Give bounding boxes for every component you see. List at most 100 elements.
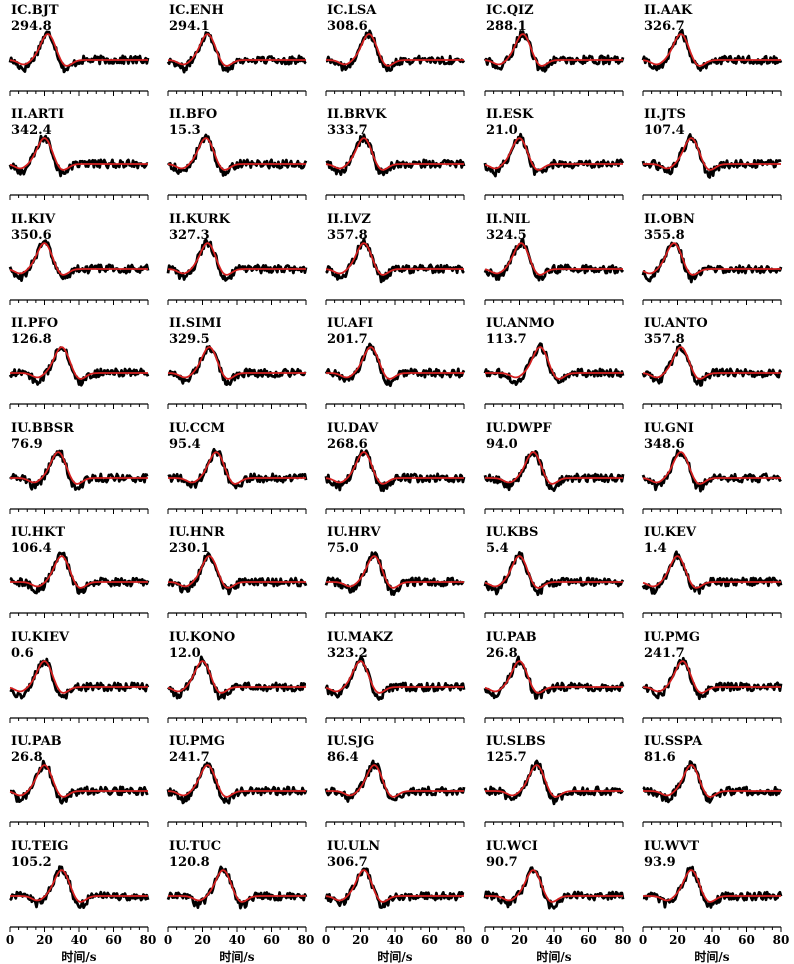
observed-trace [167, 552, 308, 596]
x-tick-label: 40 [229, 933, 246, 947]
observed-trace [325, 133, 466, 177]
observed-trace [166, 133, 308, 177]
synthetic-trace [9, 764, 148, 798]
station-label: II.AAK [644, 3, 693, 18]
azimuth-label: 105.2 [11, 855, 52, 870]
station-label: II.ARTI [11, 107, 64, 122]
azimuth-label: 120.8 [169, 855, 210, 870]
azimuth-label: 75.0 [327, 541, 359, 556]
synthetic-trace [485, 346, 623, 380]
station-label: IU.SJG [327, 734, 374, 749]
synthetic-trace [484, 555, 623, 589]
synthetic-trace [167, 33, 306, 67]
synthetic-trace [325, 242, 464, 276]
observed-trace [483, 342, 625, 387]
station-label: IU.WVT [644, 839, 699, 854]
station-label: IU.KONO [169, 630, 235, 645]
station-label: IU.ANTO [644, 316, 708, 331]
synthetic-trace [485, 451, 623, 485]
x-tick-label: 20 [352, 933, 369, 947]
synthetic-trace [168, 869, 306, 903]
observed-trace [325, 29, 466, 73]
synthetic-trace [325, 137, 464, 171]
observed-trace [9, 759, 149, 805]
azimuth-label: 327.3 [169, 228, 210, 243]
synthetic-trace [9, 242, 148, 276]
azimuth-label: 268.6 [327, 437, 368, 452]
station-label: IU.MAKZ [327, 630, 394, 645]
x-axis-label: 时间/s [219, 949, 254, 964]
observed-trace [325, 237, 465, 284]
azimuth-label: 5.4 [486, 541, 509, 556]
observed-trace [641, 343, 783, 387]
x-tick-label: 80 [615, 933, 632, 947]
synthetic-trace [643, 764, 781, 798]
synthetic-trace [325, 451, 464, 485]
synthetic-trace [485, 869, 623, 903]
azimuth-label: 294.1 [169, 19, 210, 34]
synthetic-trace [167, 137, 306, 171]
station-label: IU.PMG [169, 734, 225, 749]
observed-trace [324, 342, 466, 388]
x-tick-label: 60 [263, 933, 280, 947]
observed-trace [641, 449, 782, 493]
station-label: II.KURK [169, 212, 231, 227]
observed-trace [166, 31, 307, 74]
station-label: II.ESK [486, 107, 534, 122]
synthetic-trace [325, 660, 464, 694]
azimuth-label: 323.2 [327, 646, 368, 661]
station-label: II.BRVK [327, 107, 387, 122]
station-label: IU.CCM [169, 421, 225, 436]
observed-trace [483, 551, 625, 597]
synthetic-trace [9, 33, 148, 67]
synthetic-trace [9, 660, 148, 694]
x-tick-label: 0 [322, 933, 330, 947]
station-label: IU.SSPA [644, 734, 703, 749]
station-label: IU.HRV [327, 525, 381, 540]
azimuth-label: 1.4 [644, 541, 667, 556]
station-label: IU.TUC [169, 839, 221, 854]
observed-trace [483, 449, 625, 493]
synthetic-trace [484, 660, 623, 694]
observed-trace [9, 449, 149, 491]
observed-trace [641, 656, 783, 701]
observed-trace [167, 655, 307, 701]
synthetic-trace [642, 555, 781, 589]
synthetic-trace [10, 346, 148, 380]
station-label: IU.WCI [486, 839, 538, 854]
observed-trace [483, 866, 625, 910]
observed-trace [8, 134, 149, 178]
station-label: IU.SLBS [486, 734, 546, 749]
station-label: IU.GNI [644, 421, 694, 436]
station-label: II.SIMI [169, 316, 222, 331]
station-label: IU.KEV [644, 525, 697, 540]
synthetic-trace [10, 869, 148, 903]
station-label: IU.ULN [327, 839, 380, 854]
observed-trace [166, 238, 308, 282]
azimuth-label: 86.4 [327, 750, 359, 765]
x-tick-label: 0 [639, 933, 647, 947]
observed-trace [166, 761, 308, 805]
azimuth-label: 0.6 [11, 646, 34, 661]
synthetic-trace [326, 555, 464, 589]
x-axis-label: 时间/s [61, 949, 96, 964]
